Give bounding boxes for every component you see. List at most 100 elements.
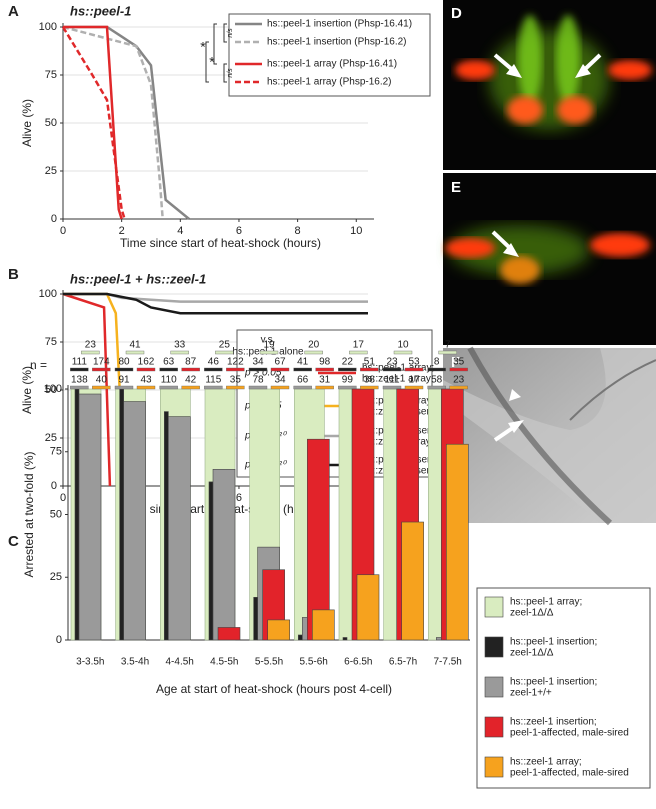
n-underline (215, 350, 234, 355)
n-underline (70, 367, 89, 372)
y-tick-label: 75 (45, 336, 57, 348)
n-underline (248, 385, 268, 390)
n-count: 122 (227, 357, 244, 368)
n-count: 42 (185, 375, 197, 386)
n-count: 34 (252, 357, 264, 368)
n-count: 67 (274, 357, 286, 368)
bar (401, 521, 424, 641)
y-tick-label: 0 (56, 634, 62, 646)
n-count: 80 (118, 357, 130, 368)
y-tick-label: 100 (39, 21, 57, 33)
n-underline (226, 367, 245, 372)
legend-label: hs::peel-1 insertion; zeel-1+/+ (510, 676, 597, 698)
x-tick-label: 4.5-5h (210, 657, 238, 668)
legend-swatch (484, 596, 504, 618)
n-count: 35 (453, 357, 465, 368)
n-underline (404, 385, 424, 390)
y-tick-label: 100 (39, 288, 57, 300)
x-tick-label: 4-4.5h (165, 657, 193, 668)
series-line (62, 25, 164, 220)
x-tick-label: 7-7.5h (433, 657, 461, 668)
x-tick-label: 3.5-4h (121, 657, 149, 668)
legend-label: hs::zeel-1 array; peel-1-affected, male-s… (510, 756, 629, 778)
n-count: 25 (219, 340, 231, 351)
n-underline (315, 367, 334, 372)
n-count: 91 (118, 375, 130, 386)
x-tick-label: 0 (60, 225, 66, 237)
bar (298, 634, 303, 641)
x-tick-label: 2 (119, 225, 125, 237)
n-count: 17 (353, 340, 365, 351)
bar (123, 401, 146, 641)
n-count: 58 (431, 375, 443, 386)
bracket (205, 41, 209, 83)
y-axis-label: Alive (%) (20, 99, 34, 147)
y-tick-label: 0 (51, 213, 57, 225)
n-count: 23 (85, 340, 97, 351)
panel-label: A (8, 3, 19, 20)
panel-label: F (451, 354, 460, 371)
n-underline (338, 385, 357, 390)
bar (164, 411, 169, 641)
n-underline (315, 385, 334, 390)
n-underline (360, 367, 379, 372)
n-underline (226, 385, 245, 390)
image-d: D (443, 0, 656, 170)
legend-swatch (484, 676, 504, 698)
n-underline (92, 385, 111, 390)
chart-title: hs::peel-1 + hs::zeel-1 (70, 271, 206, 286)
bar (119, 388, 124, 641)
n-count: 10 (397, 340, 409, 351)
x-axis-label: Age at start of heat-shock (hours post 4… (156, 682, 392, 696)
n-count: 41 (297, 357, 309, 368)
x-tick-label: 5-5.5h (255, 657, 283, 668)
n-count: 7 (445, 340, 451, 351)
annotation: n/s (227, 28, 234, 38)
bar (253, 597, 258, 641)
x-axis-label: Time since start of heat-shock (hours) (120, 236, 321, 250)
bar (217, 627, 241, 641)
n-count: 41 (129, 340, 141, 351)
bar (168, 416, 191, 641)
n-count: 53 (408, 357, 420, 368)
image-f: F (443, 346, 656, 526)
n-count: 98 (319, 357, 331, 368)
n-underline (427, 385, 446, 390)
n-underline (349, 350, 368, 355)
n-count: 78 (252, 375, 264, 386)
n-underline (136, 367, 156, 372)
series-line (63, 292, 368, 315)
n-count: 87 (185, 357, 197, 368)
bar (342, 637, 348, 641)
y-tick-label: 75 (50, 446, 62, 458)
panel-label: B (8, 266, 19, 283)
n-underline (159, 385, 178, 390)
n-label: n = (30, 358, 47, 372)
y-tick-label: 0 (51, 480, 57, 492)
y-tick-label: 75 (45, 69, 57, 81)
y-tick-label: 25 (45, 432, 57, 444)
n-underline (382, 385, 402, 390)
y-tick-label: 50 (50, 508, 62, 520)
x-tick-label: 8 (295, 225, 301, 237)
legend-swatch (484, 756, 504, 778)
x-tick-label: 0 (60, 492, 66, 504)
legend-label: hs::peel-1 insertion (Phsp-16.41) (267, 19, 412, 30)
n-count: 66 (297, 375, 309, 386)
n-underline (304, 350, 323, 355)
n-count: 111 (72, 357, 88, 368)
legend-label: hs::peel-1 insertion; zeel-1Δ/Δ (510, 636, 597, 658)
annotation: * (200, 39, 206, 55)
bar (356, 574, 380, 641)
n-underline (259, 350, 279, 355)
y-tick-label: 50 (45, 384, 57, 396)
bracket (223, 63, 227, 83)
legend-label: hs::peel-1 array; hs::zeel-1 array (362, 362, 434, 384)
n-count: 115 (205, 375, 221, 386)
legend-swatch (484, 716, 504, 738)
panel-label: E (451, 179, 461, 196)
n-underline (204, 385, 223, 390)
n-count: 19 (263, 340, 275, 351)
series-line (61, 26, 126, 220)
